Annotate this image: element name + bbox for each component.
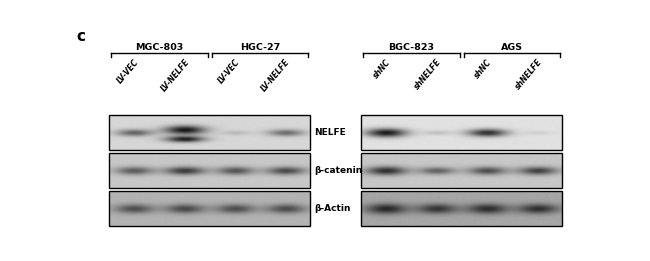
Text: LV-NELFE: LV-NELFE [159,58,191,94]
Text: MGC-803: MGC-803 [135,43,183,51]
Text: β-Actin: β-Actin [315,204,351,213]
Text: β-catenin: β-catenin [315,166,363,175]
Text: c: c [76,29,85,44]
Bar [361,191,562,226]
Bar [361,153,562,188]
Text: LV-VEC: LV-VEC [216,58,242,85]
Bar [109,115,311,150]
Text: LV-VEC: LV-VEC [116,58,141,85]
Text: shNELFE: shNELFE [413,58,443,92]
Text: AGS: AGS [501,43,523,51]
Bar [361,115,562,150]
Text: shNELFE: shNELFE [514,58,544,92]
Text: HGC-27: HGC-27 [240,43,280,51]
Bar [109,153,311,188]
Text: shNC: shNC [372,58,393,80]
Text: BGC-823: BGC-823 [388,43,434,51]
Text: LV-NELFE: LV-NELFE [260,58,292,94]
Text: shNC: shNC [473,58,493,80]
Bar [109,191,311,226]
Text: NELFE: NELFE [315,128,346,137]
